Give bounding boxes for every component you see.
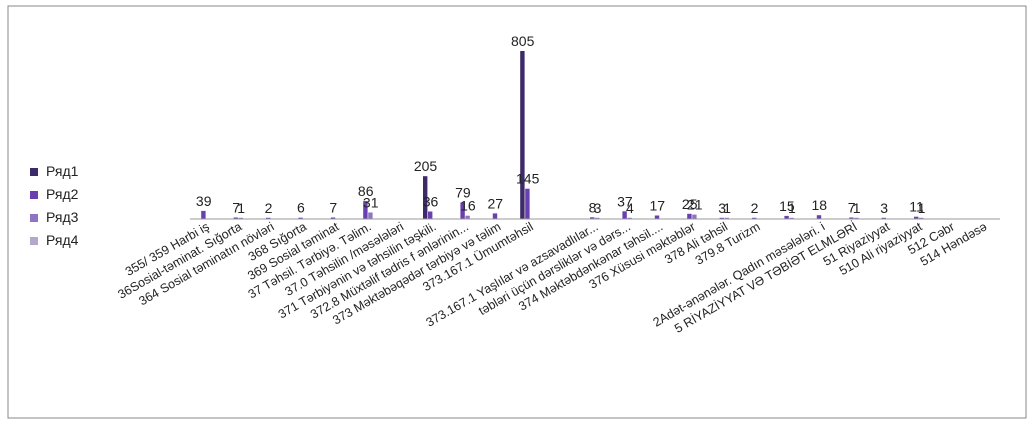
data-label: 7 [329, 200, 337, 216]
data-label: 8 [589, 199, 597, 215]
data-label: 2 [265, 200, 273, 216]
data-label: 11 [909, 199, 924, 215]
data-label: 3 [718, 200, 726, 216]
data-label: 1 [853, 200, 861, 216]
legend-swatch [30, 191, 38, 199]
bar [298, 217, 303, 219]
bar [849, 217, 854, 219]
legend-label: Ряд4 [46, 232, 79, 248]
data-label: 21 [687, 197, 703, 213]
data-label: 145 [516, 171, 540, 187]
bar [520, 51, 525, 219]
bar [854, 217, 859, 219]
legend: Ряд1 Ряд2 Ряд3 Ряд4 [30, 163, 79, 248]
bar [363, 201, 368, 219]
bar [460, 202, 465, 219]
data-label: 16 [460, 198, 476, 214]
bar [719, 217, 724, 219]
bar [525, 188, 530, 219]
bar [914, 216, 919, 219]
data-label: 1 [237, 200, 245, 216]
data-label: 7 [232, 200, 240, 216]
data-label: 18 [812, 197, 828, 213]
bar [622, 211, 627, 219]
bar [881, 217, 886, 219]
bar [752, 217, 757, 219]
data-label: 3 [880, 200, 888, 216]
data-label: 1 [723, 200, 731, 216]
bar [654, 215, 660, 219]
data-label: 205 [414, 158, 438, 174]
bar [492, 213, 498, 219]
bar [816, 215, 822, 219]
bar [238, 217, 243, 219]
bar [423, 176, 428, 219]
data-label: 17 [650, 198, 666, 214]
data-label: 36 [423, 194, 439, 210]
legend-label: Ряд1 [46, 163, 79, 179]
legend-label: Ряд2 [46, 186, 79, 202]
data-label: 805 [511, 33, 535, 49]
legend-swatch [30, 168, 38, 176]
legend-swatch [30, 237, 38, 245]
data-label: 37 [617, 193, 633, 209]
bar [789, 217, 794, 219]
bar [266, 217, 271, 219]
bar [687, 213, 692, 219]
legend-label: Ряд3 [46, 209, 79, 225]
data-label: 25 [682, 196, 698, 212]
data-label: 39 [196, 193, 212, 209]
data-label: 15 [779, 198, 795, 214]
bar [233, 217, 238, 219]
data-label: 86 [358, 183, 374, 199]
legend-swatch [30, 214, 38, 222]
data-label: 6 [297, 200, 305, 216]
data-label: 1 [788, 200, 796, 216]
data-label: 7 [848, 200, 856, 216]
bars [201, 51, 924, 219]
bar [201, 210, 206, 219]
data-label: 79 [455, 185, 471, 201]
data-label: 2 [751, 200, 759, 216]
bar [919, 217, 924, 219]
data-label: 27 [488, 195, 504, 211]
bar [627, 217, 632, 219]
data-label: 1 [918, 200, 926, 216]
bar [724, 217, 729, 219]
bar [784, 215, 789, 219]
bar [595, 217, 600, 219]
bar [330, 217, 336, 219]
bar [590, 217, 595, 219]
data-label: 4 [626, 200, 634, 216]
bar [465, 215, 470, 219]
bar [692, 214, 697, 219]
data-label: 3 [594, 200, 602, 216]
data-label: 31 [363, 195, 379, 211]
bar [368, 212, 373, 219]
bar [428, 211, 433, 219]
chart-border [7, 5, 1027, 419]
